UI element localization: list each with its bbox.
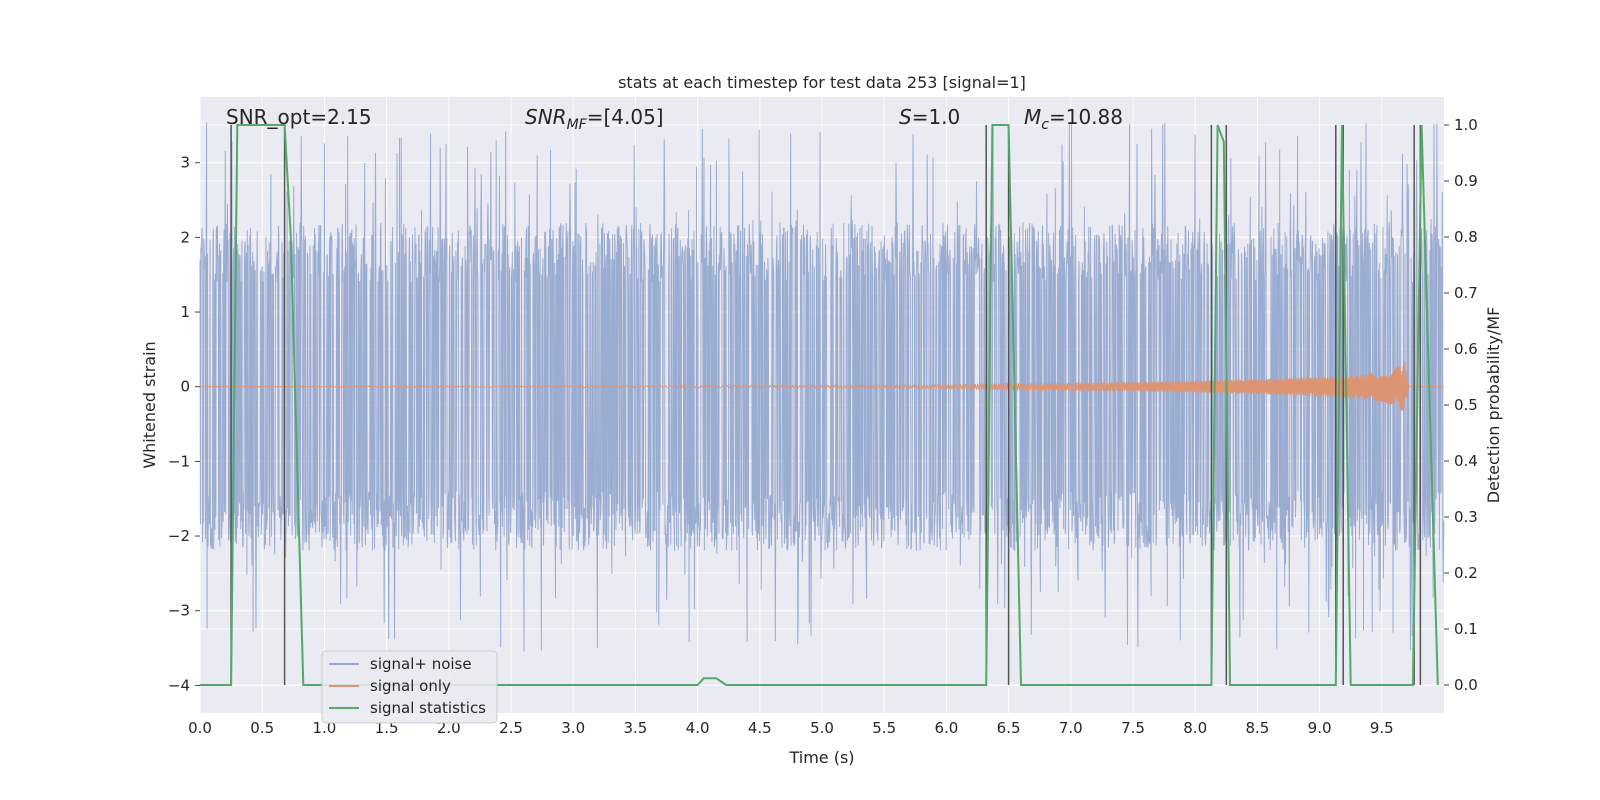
x-tick-label: 7.0 xyxy=(1059,719,1083,737)
y-right-tick-label: 0.2 xyxy=(1454,564,1478,582)
annotation-mc: Mc=10.88 xyxy=(1024,105,1123,133)
y-tick-label: 1 xyxy=(180,303,190,321)
x-tick-label: 9.0 xyxy=(1308,719,1332,737)
y-right-tick-label: 0.6 xyxy=(1454,340,1478,358)
y-right-tick-label: 0.1 xyxy=(1454,620,1478,638)
y-tick-label: −1 xyxy=(168,452,190,470)
y-tick-label: −3 xyxy=(168,602,190,620)
signal-statistics-series xyxy=(200,124,1439,686)
x-tick-label: 4.5 xyxy=(748,719,772,737)
mc-value: =10.88 xyxy=(1049,105,1123,129)
annotation-snr-mf: SNRMF=[4.05] xyxy=(525,105,664,133)
annotation-snr-opt: SNR_opt=2.15 xyxy=(226,105,372,129)
x-tick-label: 8.5 xyxy=(1245,719,1269,737)
x-tick-label: 5.0 xyxy=(810,719,834,737)
x-tick-label: 4.0 xyxy=(686,719,710,737)
y-right-tick-label: 0.4 xyxy=(1454,452,1478,470)
x-tick-label: 3.0 xyxy=(561,719,585,737)
snr-mf-sub: MF xyxy=(567,117,588,133)
y-tick-label: 3 xyxy=(180,154,190,172)
x-tick-label: 0.0 xyxy=(188,719,212,737)
y-tick-label: 2 xyxy=(180,228,190,246)
annotation-s: S=1.0 xyxy=(899,105,960,129)
signal-noise-series xyxy=(199,121,1445,652)
y-tick-label: −2 xyxy=(168,527,190,545)
legend-label-signal-noise: signal+ noise xyxy=(370,655,472,673)
snr-mf-main: SNR xyxy=(525,105,567,129)
legend-label-signal-only: signal only xyxy=(370,677,451,695)
signal-noise-line xyxy=(199,121,1445,652)
x-tick-label: 0.5 xyxy=(250,719,274,737)
x-tick-label: 2.5 xyxy=(499,719,523,737)
y-right-tick-label: 0.0 xyxy=(1454,676,1478,694)
x-tick-label: 3.5 xyxy=(623,719,647,737)
y-right-tick-label: 0.9 xyxy=(1454,172,1478,190)
x-tick-label: 9.5 xyxy=(1370,719,1394,737)
signal-only-line xyxy=(200,362,1444,411)
y-right-tick-label: 0.8 xyxy=(1454,228,1478,246)
y-tick-label: −4 xyxy=(168,676,190,694)
y-tick-labels-right: 0.0 0.1 0.2 0.3 0.4 0.5 0.6 0.7 0.8 0.9 1.0 xyxy=(1444,116,1478,694)
signal-only-series xyxy=(200,362,1444,411)
x-tick-label: 8.0 xyxy=(1183,719,1207,737)
y-right-tick-label: 0.3 xyxy=(1454,508,1478,526)
y-right-tick-label: 0.7 xyxy=(1454,284,1478,302)
y-right-tick-label: 1.0 xyxy=(1454,116,1478,134)
mc-main: M xyxy=(1024,105,1041,129)
s-main: S xyxy=(899,105,912,129)
x-tick-label: 6.0 xyxy=(934,719,958,737)
legend: signal+ noise signal only signal statist… xyxy=(321,650,498,724)
mc-sub: c xyxy=(1041,117,1049,133)
x-tick-label: 7.5 xyxy=(1121,719,1145,737)
y-axis-label: Whitened strain xyxy=(140,341,159,468)
snr-mf-value: =[4.05] xyxy=(587,105,664,129)
x-tick-label: 5.5 xyxy=(872,719,896,737)
x-tick-labels: 0.0 0.5 1.0 1.5 2.0 2.5 3.0 3.5 4.0 4.5 5.0 5.5 6.0 6… xyxy=(188,719,1394,737)
chart-title: stats at each timestep for test data 253… xyxy=(618,73,1026,92)
signal-statistics-line xyxy=(200,124,1439,686)
y-tick-label: 0 xyxy=(180,378,190,396)
x-tick-label: 6.5 xyxy=(997,719,1021,737)
s-value: =1.0 xyxy=(912,105,961,129)
x-axis-label: Time (s) xyxy=(788,748,854,767)
y-axis-label-right: Detection probability/MF xyxy=(1484,307,1503,504)
legend-box xyxy=(321,650,498,724)
legend-label-signal-statistics: signal statistics xyxy=(370,699,486,717)
y-right-tick-label: 0.5 xyxy=(1454,396,1478,414)
y-tick-labels-left: −4 −3 −2 −1 0 1 2 3 xyxy=(168,154,200,694)
